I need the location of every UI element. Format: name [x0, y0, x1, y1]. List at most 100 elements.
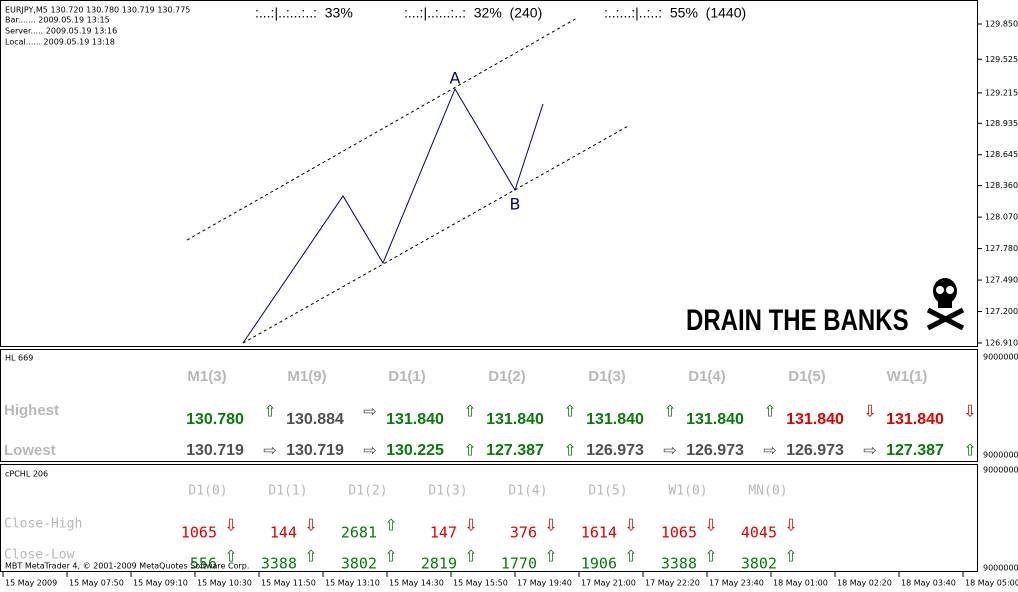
x-tick-label: 15 May 11:50 [261, 579, 316, 588]
column-header: MN(0) [748, 484, 787, 499]
cell-value: 131.840 [886, 411, 944, 428]
cell-value: 1614 [581, 524, 617, 542]
arrow: ⇧ [263, 402, 276, 421]
column-header: M1(9) [287, 368, 326, 385]
panel-axis-label: 9000000 [983, 353, 1018, 362]
cell-value: 131.840 [586, 411, 644, 428]
x-tick-label: 15 May 13:10 [325, 579, 380, 588]
x-tick-label: 17 May 23:40 [709, 579, 764, 588]
column-header: D1(2) [348, 484, 387, 499]
arrow: ⇧ [784, 547, 797, 566]
arrow: ⇨ [363, 441, 376, 460]
x-tick-label: 18 May 03:40 [901, 579, 956, 588]
x-tick-label: 18 May 05:00 [965, 579, 1018, 588]
local-time: Local...... 2009.05.19 13:18 [5, 38, 115, 47]
price-line [186, 17, 578, 241]
cell-value: 1906 [581, 555, 617, 573]
x-tick-label: 17 May 22:20 [645, 579, 700, 588]
row-label: Close-Low [4, 548, 75, 563]
arrow: ⇧ [384, 547, 397, 566]
cell-value: 1065 [661, 524, 697, 542]
cell-value: 2819 [421, 555, 457, 573]
x-tick-label: 15 May 10:30 [197, 579, 252, 588]
arrow: ⇨ [663, 441, 676, 460]
indicator-text: :..:...:|..:..: 55% (1440) [604, 5, 746, 21]
arrow: ⇧ [464, 547, 477, 566]
panel-axis-label: 9000000 [983, 564, 1018, 573]
x-tick-label: 18 May 01:00 [773, 579, 828, 588]
column-header: D1(3) [428, 484, 467, 499]
panel-label: cPCHL 206 [5, 470, 48, 479]
arrow: ⇨ [263, 441, 276, 460]
x-tick-label: 17 May 19:40 [517, 579, 572, 588]
y-tick-label: 129.215 [985, 88, 1018, 97]
cell-value: 144 [270, 524, 297, 542]
arrow: ⇩ [704, 516, 717, 535]
cell-value: 556 [190, 555, 217, 573]
indicator-text: :...:|..:...:..: 33% [255, 5, 353, 21]
cell-value: 2681 [341, 524, 377, 542]
x-tick-label: 15 May 15:50 [453, 579, 508, 588]
arrow: ⇧ [563, 441, 576, 460]
cell-value: 130.719 [286, 442, 344, 459]
cell-value: 3802 [341, 555, 377, 573]
cell-value: 376 [510, 524, 537, 542]
cell-value: 1770 [501, 555, 537, 573]
arrow: ⇧ [384, 516, 397, 535]
arrow: ⇨ [363, 402, 376, 421]
y-tick-label: 128.935 [985, 119, 1018, 128]
arrow: ⇧ [624, 547, 637, 566]
y-tick-label: 128.070 [985, 213, 1018, 222]
arrow: ⇧ [224, 547, 237, 566]
arrow: ⇧ [304, 547, 317, 566]
main-chart-frame [0, 0, 978, 347]
arrow: ⇧ [704, 547, 717, 566]
cell-value: 130.780 [186, 411, 244, 428]
y-tick-label: 126.910 [985, 339, 1018, 348]
cell-value: 131.840 [786, 411, 844, 428]
cell-value: 131.840 [686, 411, 744, 428]
y-tick-label: 128.360 [985, 181, 1018, 190]
column-header: D1(0) [188, 484, 227, 499]
y-tick-label: 128.645 [985, 150, 1018, 159]
column-header: W1(0) [668, 484, 707, 499]
x-tick-label: 15 May 07:50 [69, 579, 124, 588]
column-header: D1(4) [508, 484, 547, 499]
x-tick-label: 15 May 09:10 [133, 579, 188, 588]
footer: MBT MetaTrader 4, © 2001-2009 MetaQuotes… [5, 562, 249, 571]
arrow: ⇧ [463, 441, 476, 460]
arrow: ⇩ [224, 516, 237, 535]
cell-value: 1065 [181, 524, 217, 542]
cell-value: 126.973 [686, 442, 744, 459]
arrow: ⇩ [464, 516, 477, 535]
column-header: W1(1) [887, 368, 928, 385]
panel-axis-label: 9000000 [983, 466, 1018, 475]
server-time: Server..... 2009.05.19 13:16 [5, 27, 117, 36]
cell-value: 127.387 [486, 442, 544, 459]
arrow: ⇩ [304, 516, 317, 535]
column-header: D1(2) [488, 368, 526, 385]
x-tick-label: 15 May 2009 [5, 579, 57, 588]
y-tick-label: 129.850 [985, 20, 1018, 29]
cell-value: 126.973 [586, 442, 644, 459]
column-header: D1(1) [388, 368, 426, 385]
wave-label: B [510, 195, 521, 214]
panel-label: HL 669 [5, 354, 33, 363]
row-label: Close-High [4, 517, 82, 532]
column-header: D1(5) [588, 484, 627, 499]
x-tick-label: 18 May 02:20 [837, 579, 892, 588]
cell-value: 3388 [661, 555, 697, 573]
indicator-text: :...:|..:...:..: 32% (240) [404, 5, 542, 21]
pchl-panel-frame [0, 464, 978, 572]
cell-value: 127.387 [886, 442, 944, 459]
arrow: ⇩ [624, 516, 637, 535]
price-line [242, 124, 631, 344]
cell-value: 3802 [741, 555, 777, 573]
arrow: ⇨ [763, 441, 776, 460]
arrow: ⇧ [544, 547, 557, 566]
arrow: ⇧ [963, 441, 976, 460]
cell-value: 130.719 [186, 442, 244, 459]
price-line [242, 87, 544, 344]
